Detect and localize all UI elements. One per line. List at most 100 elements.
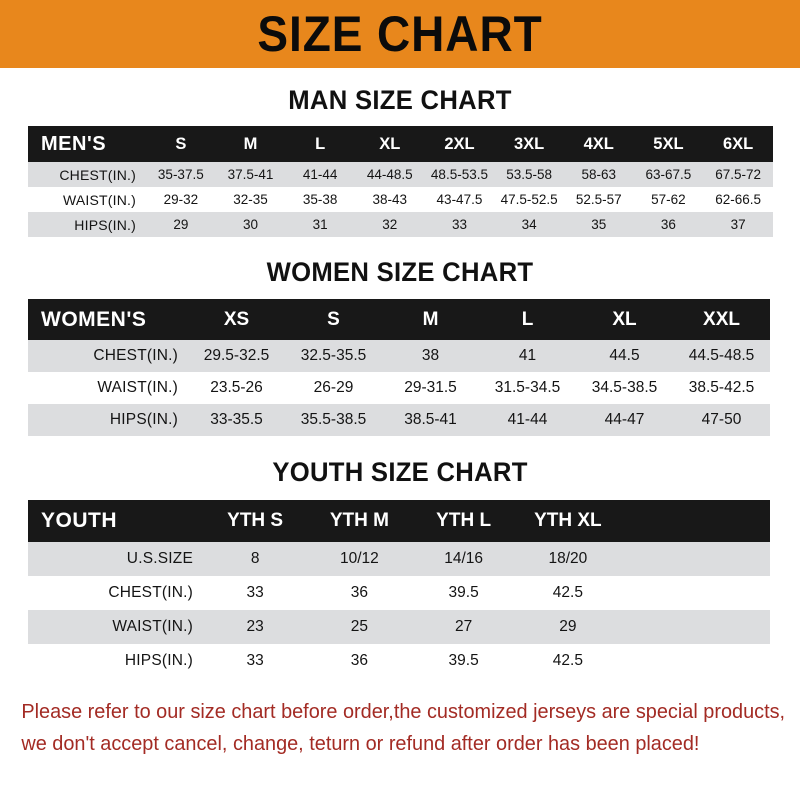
order-notice-line-2: we don't accept cancel, change, teturn o…	[21, 731, 700, 755]
women-size-header: S	[327, 308, 340, 330]
women-measurement-cell: 26-29	[285, 372, 382, 404]
men-section-title: MAN SIZE CHART	[288, 85, 512, 115]
women-table-head: WOMEN'S XS S M L XL XXL	[28, 299, 770, 340]
men-size-header: 3XL	[513, 134, 545, 153]
youth-row-label: WAIST(IN.)	[28, 610, 203, 644]
table-row: WAIST(IN.) 29-32 32-35 35-38 38-43 43-47.5 47.…	[28, 187, 773, 212]
women-measurement-cell: 23.5-26	[188, 372, 285, 404]
youth-measurement-cell: 33	[203, 576, 308, 610]
women-header-row: WOMEN'S XS S M L XL XXL	[28, 299, 770, 340]
youth-row-spacer	[620, 610, 770, 644]
men-row-label: CHEST(IN.)	[28, 162, 146, 187]
men-measurement-cell: 29-32	[146, 187, 216, 212]
women-measurement-cell: 33-35.5	[188, 404, 285, 436]
youth-measurement-cell: 39.5	[411, 576, 516, 610]
women-measurement-cell: 47-50	[673, 404, 770, 436]
men-table-head: MEN'S S M L XL 2XL 3XL 4XL 5XL 6XL	[28, 126, 773, 162]
women-size-header: XXL	[703, 308, 740, 330]
youth-measurement-cell: 8	[203, 542, 308, 576]
men-measurement-cell: 43-47.5	[424, 187, 495, 212]
men-measurement-cell: 52.5-57	[563, 187, 634, 212]
men-measurement-cell: 32-35	[215, 187, 286, 212]
youth-row-label: U.S.SIZE	[28, 542, 203, 576]
youth-measurement-cell: 42.5	[515, 576, 620, 610]
men-size-table: MEN'S S M L XL 2XL 3XL 4XL 5XL 6XL CHEST(IN.) 35-…	[28, 126, 773, 237]
table-row: U.S.SIZE 8 10/12 14/16 18/20	[28, 542, 770, 576]
women-measurement-cell: 41	[479, 340, 576, 372]
youth-section: YOUTH SIZE CHART YOUTH YTH S YTH M YTH L YT…	[0, 436, 800, 678]
page-title: SIZE CHART	[257, 6, 543, 62]
page-banner: SIZE CHART	[0, 0, 800, 68]
youth-header-row: YOUTH YTH S YTH M YTH L YTH XL	[28, 500, 770, 542]
men-size-header: 4XL	[583, 134, 614, 153]
women-measurement-cell: 38.5-42.5	[673, 372, 770, 404]
youth-measurement-cell: 23	[203, 610, 308, 644]
order-notice-line-1: Please refer to our size chart before or…	[21, 700, 786, 723]
women-row-label: HIPS(IN.)	[28, 404, 188, 436]
table-row: CHEST(IN.) 35-37.5 37.5-41 41-44 44-48.5 48.5…	[28, 162, 773, 187]
women-size-header: XL	[612, 308, 637, 330]
youth-corner-label: YOUTH	[41, 509, 117, 532]
women-corner-label: WOMEN'S	[41, 307, 147, 331]
youth-measurement-cell: 25	[307, 610, 412, 644]
women-section-title: WOMEN SIZE CHART	[266, 257, 534, 287]
table-row: CHEST(IN.) 29.5-32.5 32.5-35.5 38 41 44.5 44.5…	[28, 340, 770, 372]
youth-measurement-cell: 29	[515, 610, 620, 644]
youth-section-title: YOUTH SIZE CHART	[272, 457, 528, 487]
women-size-header: M	[422, 308, 439, 330]
men-size-header: XL	[379, 134, 401, 153]
youth-size-header: YTH S	[227, 510, 284, 531]
women-measurement-cell: 38	[382, 340, 479, 372]
men-measurement-cell: 37	[703, 212, 773, 237]
men-measurement-cell: 35-37.5	[146, 162, 216, 187]
men-size-header: 6XL	[722, 134, 754, 153]
men-row-label: HIPS(IN.)	[28, 212, 146, 237]
men-measurement-cell: 35	[563, 212, 634, 237]
men-measurement-cell: 30	[215, 212, 286, 237]
table-row: HIPS(IN.) 33 36 39.5 42.5	[28, 644, 770, 678]
men-measurement-cell: 29	[146, 212, 216, 237]
women-row-label: WAIST(IN.)	[28, 372, 188, 404]
men-measurement-cell: 37.5-41	[215, 162, 286, 187]
women-size-table: WOMEN'S XS S M L XL XXL CHEST(IN.) 29.5-32.5 32…	[28, 299, 770, 436]
table-row: WAIST(IN.) 23.5-26 26-29 29-31.5 31.5-34.5 34…	[28, 372, 770, 404]
women-size-header: XS	[223, 308, 250, 330]
women-measurement-cell: 38.5-41	[382, 404, 479, 436]
men-measurement-cell: 67.5-72	[703, 162, 773, 187]
men-measurement-cell: 41-44	[285, 162, 355, 187]
youth-table-head: YOUTH YTH S YTH M YTH L YTH XL	[28, 500, 770, 542]
youth-row-label: CHEST(IN.)	[28, 576, 203, 610]
women-measurement-cell: 35.5-38.5	[285, 404, 382, 436]
men-measurement-cell: 62-66.5	[703, 187, 773, 212]
women-measurement-cell: 44.5	[576, 340, 673, 372]
youth-size-header: YTH XL	[534, 510, 602, 531]
men-size-header: 2XL	[444, 134, 475, 153]
youth-measurement-cell: 14/16	[411, 542, 516, 576]
youth-measurement-cell: 27	[411, 610, 516, 644]
men-measurement-cell: 31	[285, 212, 355, 237]
men-size-header: S	[175, 134, 187, 153]
women-section: WOMEN SIZE CHART WOMEN'S XS S M L XL XXL CHES…	[0, 237, 800, 436]
youth-measurement-cell: 36	[307, 576, 412, 610]
women-measurement-cell: 41-44	[479, 404, 576, 436]
table-row: CHEST(IN.) 33 36 39.5 42.5	[28, 576, 770, 610]
women-table-body: CHEST(IN.) 29.5-32.5 32.5-35.5 38 41 44.5 44.5…	[28, 340, 770, 436]
women-measurement-cell: 32.5-35.5	[285, 340, 382, 372]
youth-header-spacer	[620, 500, 770, 542]
men-row-label: WAIST(IN.)	[28, 187, 146, 212]
youth-row-spacer	[620, 576, 770, 610]
table-row: HIPS(IN.) 33-35.5 35.5-38.5 38.5-41 41-44 44-…	[28, 404, 770, 436]
youth-measurement-cell: 36	[307, 644, 412, 678]
men-size-header: M	[243, 134, 258, 153]
men-section: MAN SIZE CHART MEN'S S M L XL 2XL 3XL 4XL 5XL 6X…	[0, 68, 800, 237]
youth-size-table: YOUTH YTH S YTH M YTH L YTH XL U.S.SIZE 8 10/…	[28, 500, 770, 678]
youth-row-spacer	[620, 542, 770, 576]
women-measurement-cell: 29-31.5	[382, 372, 479, 404]
youth-measurement-cell: 10/12	[307, 542, 412, 576]
men-measurement-cell: 36	[633, 212, 704, 237]
youth-measurement-cell: 39.5	[411, 644, 516, 678]
women-measurement-cell: 29.5-32.5	[188, 340, 285, 372]
men-size-header: L	[315, 134, 326, 153]
table-row: WAIST(IN.) 23 25 27 29	[28, 610, 770, 644]
